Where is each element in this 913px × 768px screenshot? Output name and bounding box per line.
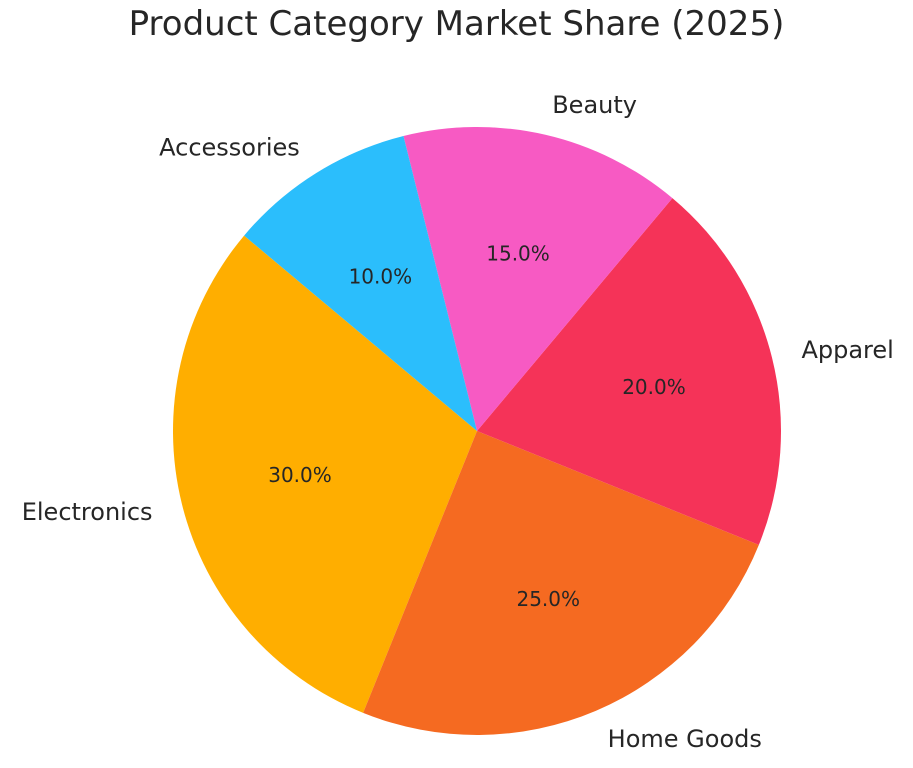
pct-label: 25.0% [516,587,580,611]
category-label: Beauty [552,91,637,119]
pie-slice-accessories [244,136,477,432]
pie-slice-apparel [477,198,781,545]
pct-label: 30.0% [268,463,332,487]
category-label: Accessories [159,133,300,161]
pie-slice-electronics [172,235,477,713]
pct-label: 10.0% [349,264,413,288]
pie-slice-home-goods [363,431,759,735]
category-label: Electronics [22,498,153,526]
pct-label: 20.0% [622,375,686,399]
chart-title: Product Category Market Share (2025) [128,4,785,44]
category-label: Home Goods [608,725,762,753]
pie-slice-beauty [403,127,673,431]
pct-label: 15.0% [486,241,550,265]
category-label: Apparel [801,336,893,364]
